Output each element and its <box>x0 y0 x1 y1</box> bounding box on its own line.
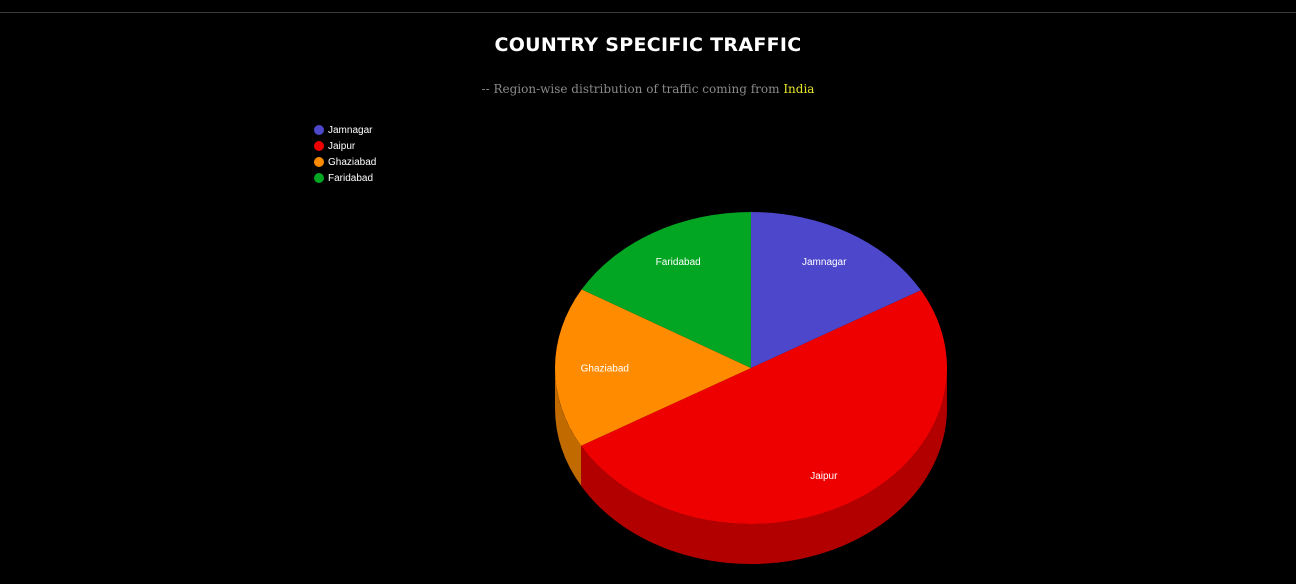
top-divider <box>0 12 1296 13</box>
pie-slice-ghaziabad[interactable] <box>554 289 751 446</box>
legend-item-faridabad[interactable]: Faridabad <box>314 170 376 186</box>
chart-title: COUNTRY SPECIFIC TRAFFIC <box>494 34 802 56</box>
legend-item-jamnagar[interactable]: Jamnagar <box>314 122 376 138</box>
pie-label-jaipur: Jaipur <box>810 471 838 482</box>
pie-labels: Jamnagar Jaipur Ghaziabad Faridabad <box>581 257 847 482</box>
pie-slice-jaipur[interactable] <box>581 290 947 524</box>
legend-item-ghaziabad[interactable]: Ghaziabad <box>314 154 376 170</box>
legend-label-jamnagar: Jamnagar <box>328 124 373 136</box>
legend-label-ghaziabad: Ghaziabad <box>328 156 377 168</box>
pie-side-jaipur <box>581 368 947 565</box>
legend-swatch-jamnagar <box>314 125 324 135</box>
subtitle-text: -- Region-wise distribution of traffic c… <box>481 82 780 96</box>
pie-slices <box>554 212 947 524</box>
pie-sides <box>555 368 947 565</box>
legend-swatch-ghaziabad <box>314 157 324 167</box>
legend-label-faridabad: Faridabad <box>328 172 374 184</box>
pie-slice-faridabad[interactable] <box>581 212 751 368</box>
legend-swatch-faridabad <box>314 173 324 183</box>
pie-label-faridabad: Faridabad <box>656 257 701 268</box>
pie-slice-jamnagar[interactable] <box>751 212 921 368</box>
pie-label-ghaziabad: Ghaziabad <box>581 364 629 375</box>
subtitle-country: India <box>783 82 815 96</box>
legend-label-jaipur: Jaipur <box>328 140 356 152</box>
legend-item-jaipur[interactable]: Jaipur <box>314 138 376 154</box>
pie-label-jamnagar: Jamnagar <box>802 257 847 268</box>
chart-legend: Jamnagar Jaipur Ghaziabad Faridabad <box>314 122 376 186</box>
legend-swatch-jaipur <box>314 141 324 151</box>
chart-subtitle: -- Region-wise distribution of traffic c… <box>0 82 1296 96</box>
pie-side-ghaziabad <box>555 368 582 486</box>
